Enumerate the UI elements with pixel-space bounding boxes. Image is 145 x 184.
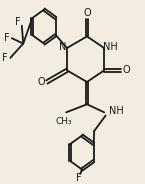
Text: F: F [2,53,8,63]
Text: NH: NH [109,106,124,116]
Text: O: O [37,77,45,87]
Text: NH: NH [103,42,117,52]
Text: F: F [15,17,20,27]
Text: F: F [76,173,82,183]
Text: O: O [122,65,130,75]
Text: F: F [4,33,9,43]
Text: O: O [83,8,91,18]
Text: N: N [59,42,66,52]
Text: CH₃: CH₃ [56,117,72,126]
